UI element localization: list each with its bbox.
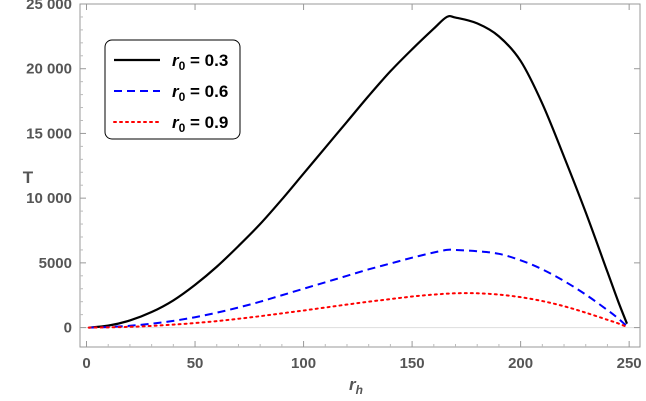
legend-box (104, 39, 241, 140)
legend-label-value: = 0.6 (185, 82, 228, 101)
x-tick-label: 200 (508, 355, 533, 372)
series-line-1 (88, 14, 629, 329)
legend-label-main: r (172, 113, 180, 132)
series-line-2 (88, 248, 628, 329)
y-tick-label: 15 000 (26, 125, 72, 142)
x-tick-label: 150 (400, 355, 425, 372)
legend-label-main: r (172, 82, 180, 101)
y-tick-label: 0 (64, 320, 72, 337)
series-line-3 (87, 292, 628, 329)
x-axis-title-sub: h (356, 383, 363, 397)
y-tick-label: 20 000 (26, 61, 72, 78)
x-axis-title-main: r (349, 375, 357, 394)
x-axis-title: rh (349, 375, 363, 397)
y-axis-title: T (23, 168, 34, 187)
legend-label-sub: 0 (179, 59, 186, 73)
legend-label-1: r0 = 0.3 (172, 51, 228, 73)
y-tick-label: 5000 (39, 255, 72, 272)
legend-label-main: r (172, 51, 180, 70)
legend: r0 = 0.3r0 = 0.6r0 = 0.9 (104, 39, 241, 140)
x-tick-label: 0 (82, 355, 90, 372)
legend-label-sub: 0 (179, 90, 186, 104)
legend-label-value: = 0.9 (185, 113, 228, 132)
legend-label-3: r0 = 0.9 (172, 113, 228, 135)
y-tick-label: 25 000 (26, 0, 72, 13)
legend-label-value: = 0.3 (185, 51, 228, 70)
legend-label-sub: 0 (179, 121, 186, 135)
x-tick-label: 250 (617, 355, 642, 372)
y-tick-label: 10 000 (26, 190, 72, 207)
plot-frame (79, 3, 641, 348)
x-tick-label: 100 (291, 355, 316, 372)
legend-label-2: r0 = 0.6 (172, 82, 228, 104)
x-tick-label: 50 (187, 355, 204, 372)
